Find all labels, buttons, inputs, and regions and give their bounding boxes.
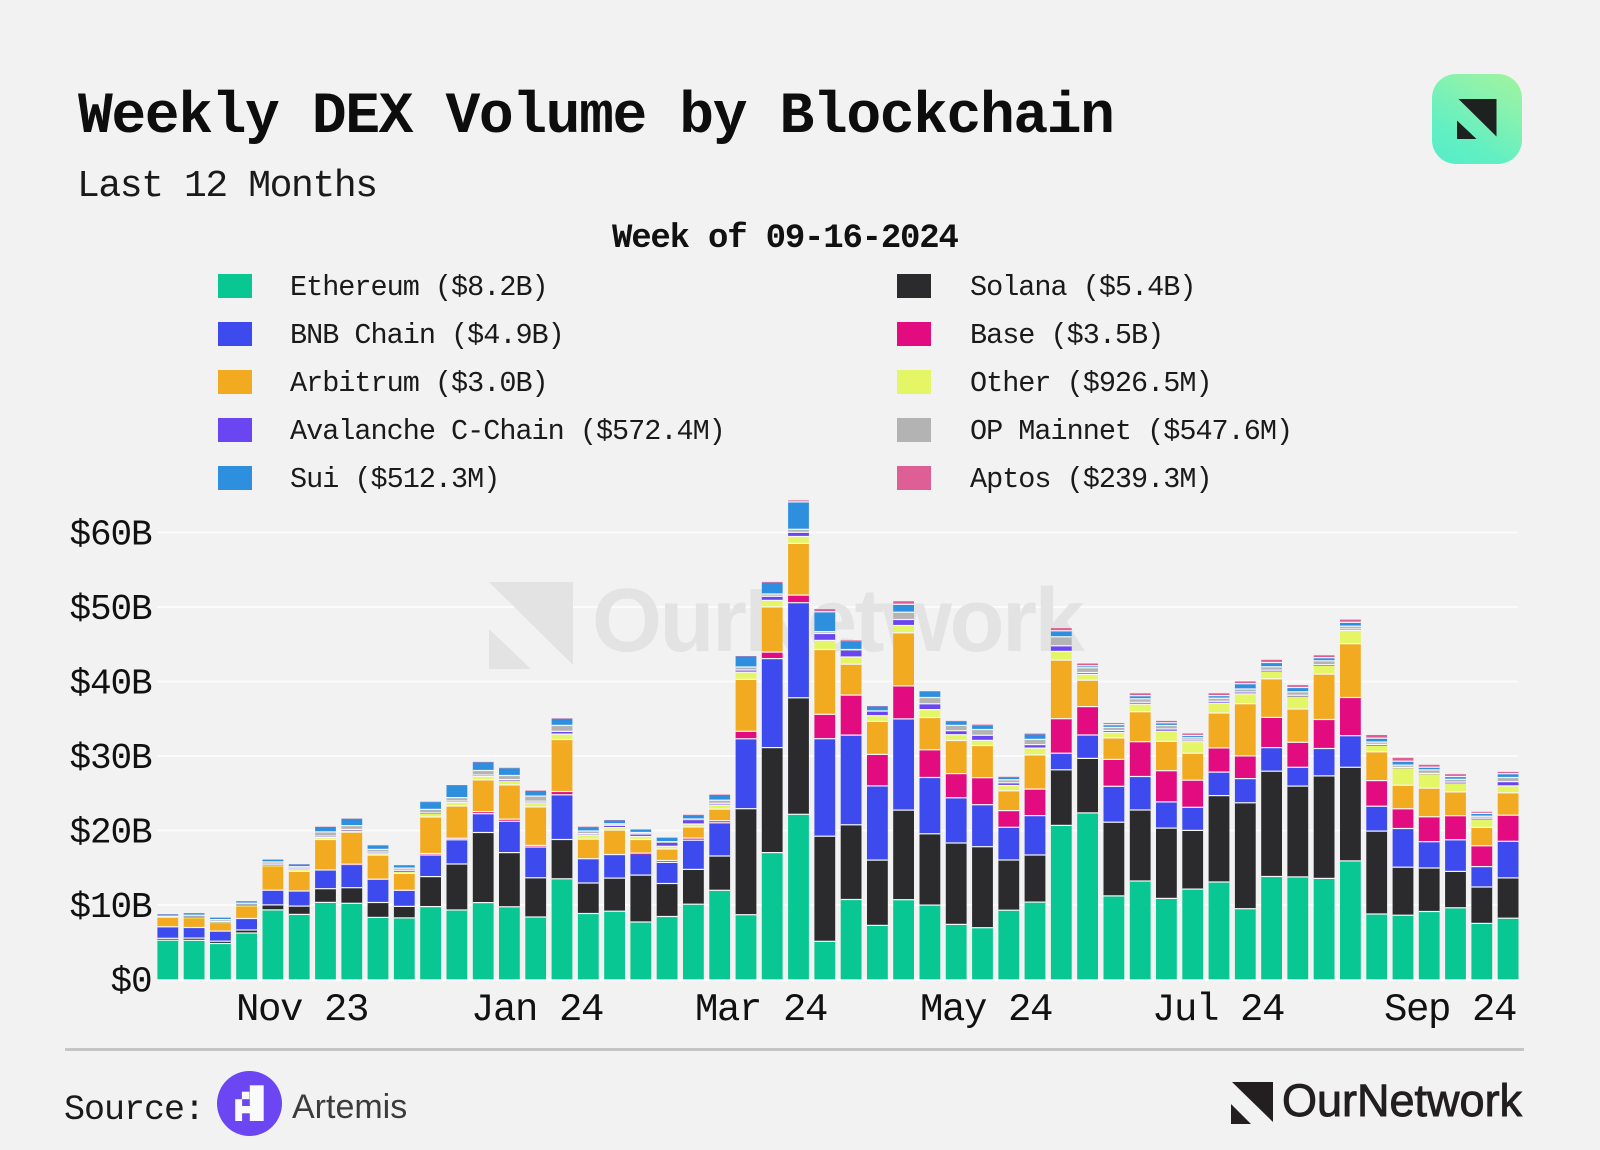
svg-text:May 24: May 24 [920, 988, 1052, 1032]
svg-text:OurNetwork: OurNetwork [592, 571, 1086, 671]
svg-text:Mar 24: Mar 24 [695, 988, 827, 1032]
svg-text:Jan 24: Jan 24 [471, 988, 603, 1032]
svg-text:$30B: $30B [69, 738, 152, 779]
svg-text:$50B: $50B [69, 589, 152, 630]
svg-text:$40B: $40B [69, 664, 152, 705]
svg-text:$60B: $60B [69, 515, 152, 556]
svg-text:Sep 24: Sep 24 [1384, 988, 1516, 1032]
svg-text:Jul 24: Jul 24 [1152, 988, 1284, 1032]
svg-text:$20B: $20B [69, 813, 152, 854]
svg-text:$10B: $10B [69, 887, 152, 928]
svg-text:$0: $0 [110, 962, 151, 1003]
svg-text:Nov 23: Nov 23 [236, 988, 368, 1032]
